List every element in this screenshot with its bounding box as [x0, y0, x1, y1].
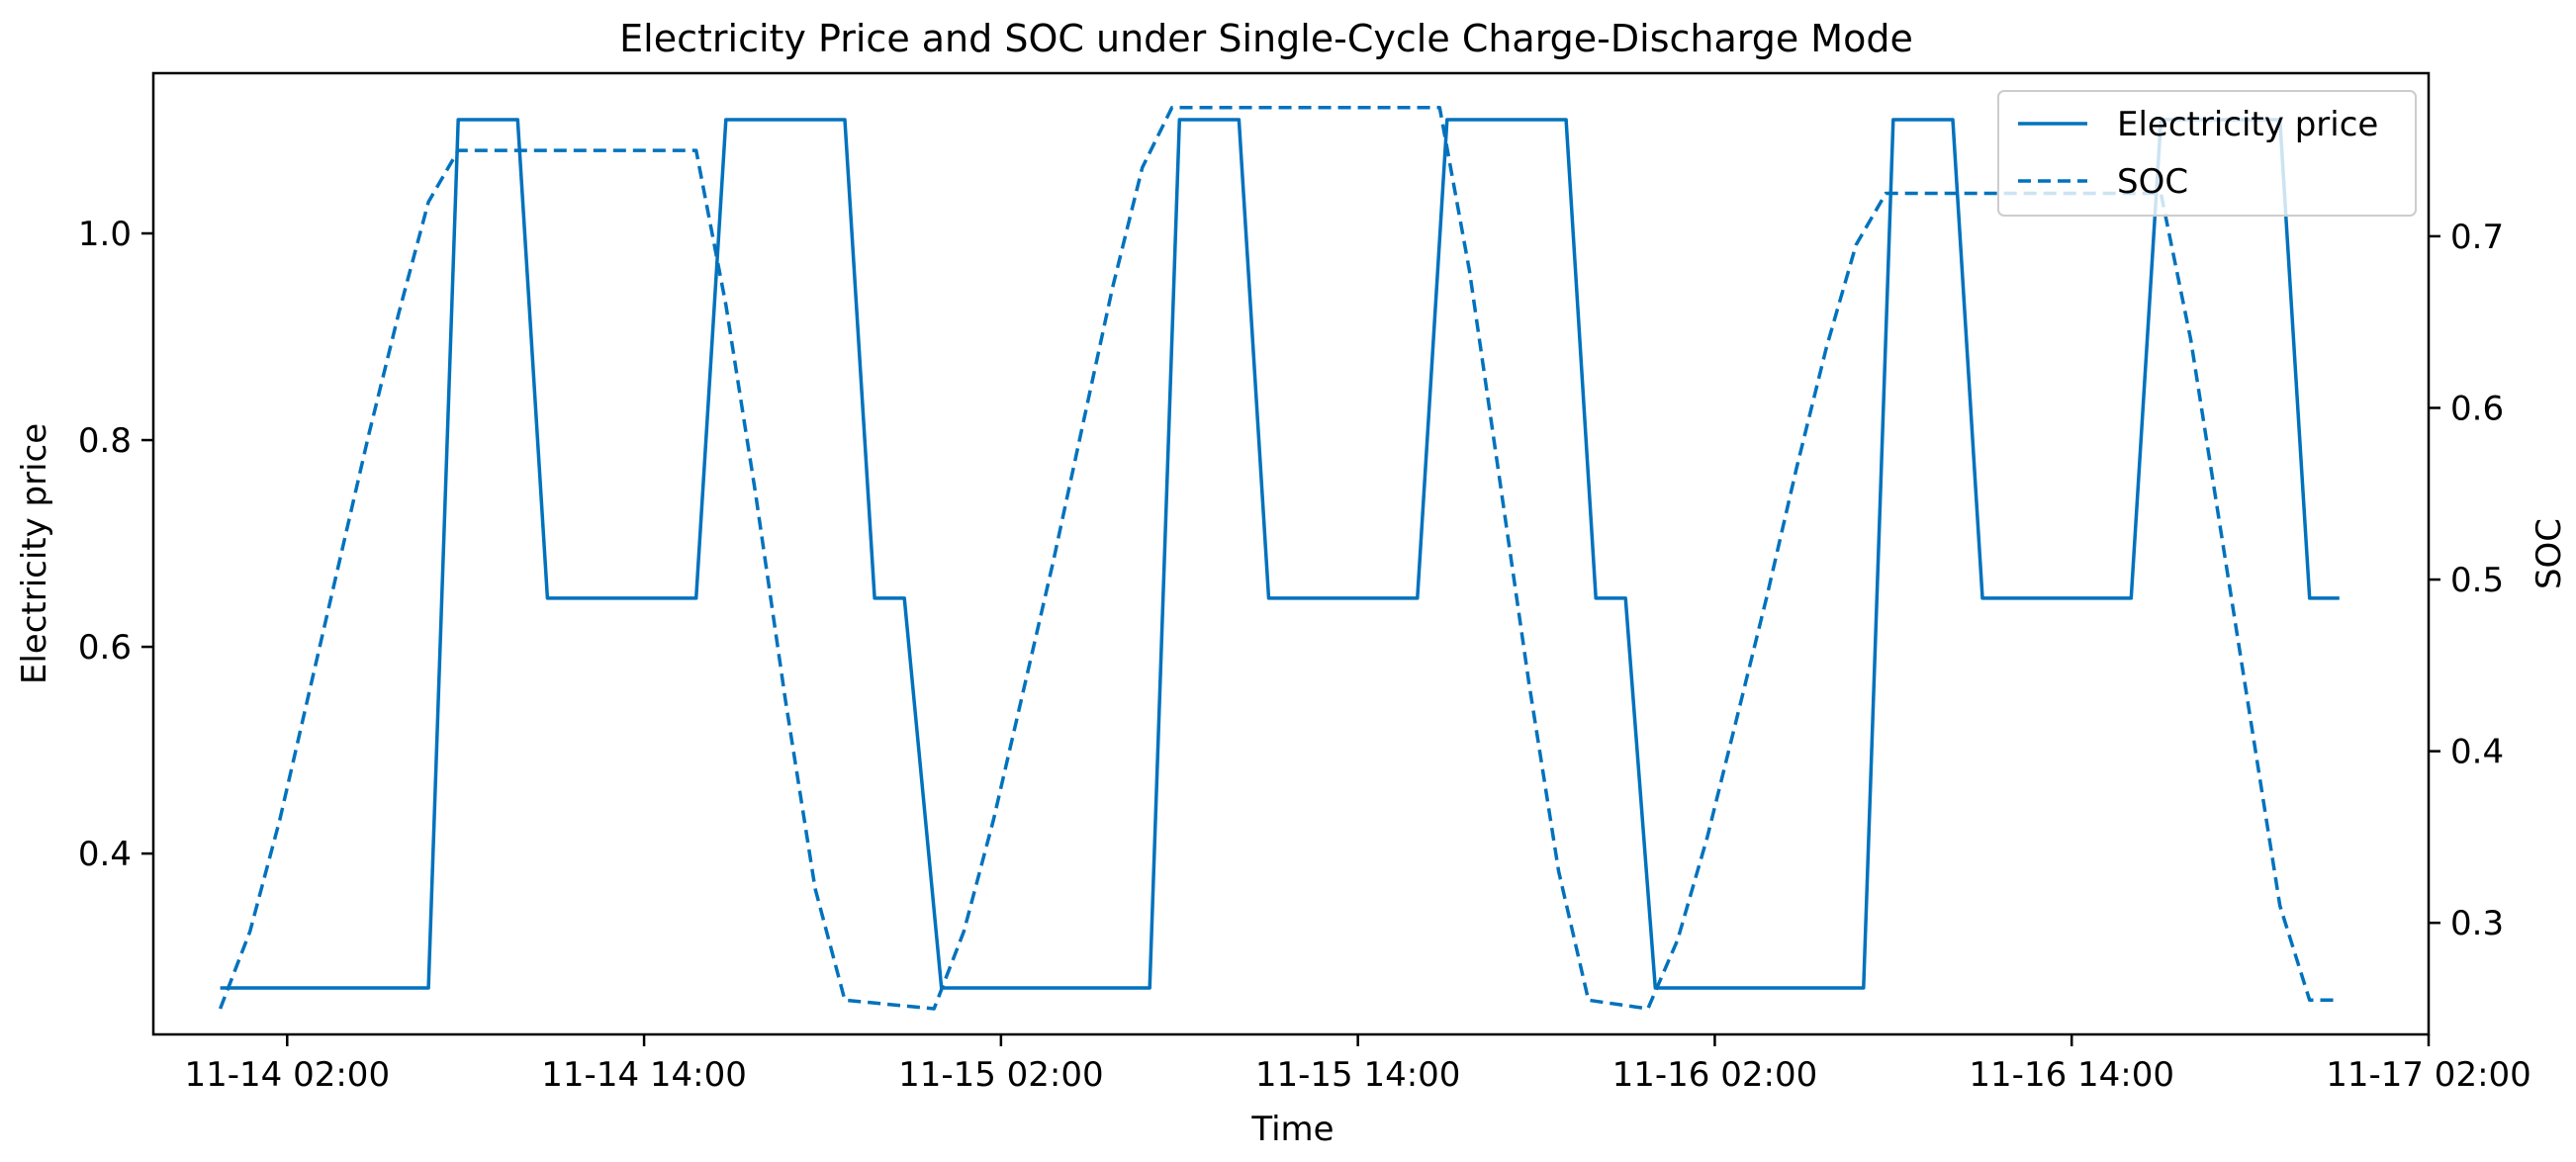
series-line-electricity-price [220, 118, 2340, 990]
y-right-tick-label: 0.7 [2450, 218, 2504, 257]
x-tick-label: 11-17 02:00 [2326, 1055, 2531, 1095]
x-axis: 11-14 02:00 11-14 14:00 11-15 02:00 11-15 1… [184, 1034, 2531, 1095]
y-left-tick-label: 0.4 [78, 835, 132, 874]
y-right-tick-label: 0.6 [2450, 389, 2504, 428]
y-left-tick-label: 0.6 [78, 628, 132, 668]
chart-title: Electricity Price and SOC under Single-C… [619, 17, 1913, 60]
plot-area [151, 71, 2431, 1036]
y-right-tick-label: 0.3 [2450, 904, 2504, 943]
y-left-tick-label: 1.0 [78, 215, 132, 254]
y-axis-left-label: Electricity price [15, 423, 54, 684]
plot-frame [151, 71, 2431, 1036]
legend-label-soc: SOC [2117, 162, 2188, 202]
x-tick-label: 11-16 14:00 [1969, 1055, 2174, 1095]
y-axis-right: 0.3 0.4 0.5 0.6 0.7 [2429, 218, 2504, 943]
y-right-tick-label: 0.4 [2450, 733, 2504, 772]
y-left-tick-label: 0.8 [78, 421, 132, 461]
x-tick-label: 11-14 02:00 [184, 1055, 390, 1095]
y-axis-right-label: SOC [2530, 518, 2569, 589]
series-layer [218, 105, 2340, 1011]
x-tick-label: 11-15 14:00 [1255, 1055, 1461, 1095]
x-tick-label: 11-15 02:00 [898, 1055, 1104, 1095]
x-tick-label: 11-16 02:00 [1612, 1055, 1818, 1095]
series-line-soc [218, 105, 2340, 1011]
legend-box [1997, 90, 2417, 217]
y-axis-left: 0.4 0.6 0.8 1.0 [78, 215, 153, 874]
legend: Electricity price SOC [1997, 90, 2417, 217]
x-axis-label: Time [1250, 1110, 1334, 1149]
x-tick-label: 11-14 14:00 [541, 1055, 747, 1095]
y-right-tick-label: 0.5 [2450, 561, 2504, 600]
legend-label-price: Electricity price [2117, 105, 2378, 144]
